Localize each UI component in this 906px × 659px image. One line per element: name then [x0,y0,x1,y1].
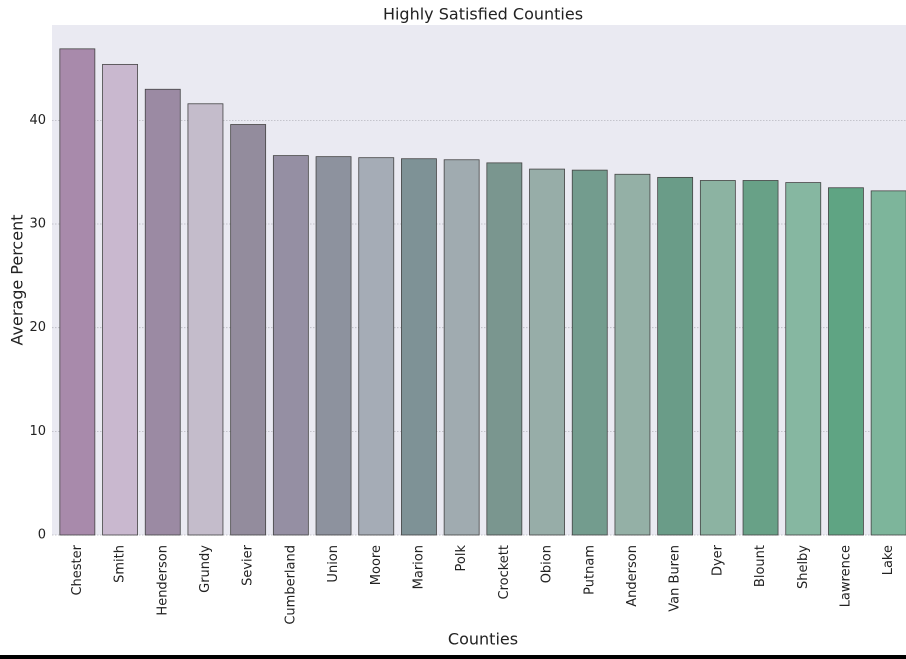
bar [315,156,352,536]
x-tick-label: Shelby [796,545,811,589]
x-tick-label: Lake [881,545,896,575]
bar [230,124,267,536]
bar [401,158,437,536]
bar [785,182,822,536]
x-tick-label: Van Buren [668,545,683,612]
bar [358,157,395,536]
y-tick-label: 0 [38,528,46,543]
bar [657,176,694,536]
y-tick-label: 10 [29,424,46,439]
bar [571,169,608,536]
bar [144,88,181,536]
x-tick-label: Dyer [710,544,725,576]
bar [828,187,864,536]
x-tick-label: Moore [369,545,384,585]
bottom-bar [0,655,906,659]
bar [272,155,309,536]
x-tick-label: Anderson [625,545,640,607]
bar [187,103,224,536]
x-tick-label: Cumberland [283,545,298,625]
x-tick-label: Sevier [241,544,256,586]
bar [529,168,565,536]
x-tick-label: Henderson [155,545,170,616]
y-axis-label: Average Percent [8,215,27,346]
bar [742,180,779,536]
bar [443,159,480,536]
bar [486,162,523,536]
x-tick-label: Obion [540,545,555,583]
x-tick-label: Polk [454,545,469,572]
y-tick-label: 40 [29,113,46,128]
y-tick-label: 30 [29,217,46,232]
bar [614,173,651,536]
x-tick-label: Smith [113,545,128,583]
x-tick-label: Blount [753,545,768,587]
x-tick-label: Grundy [198,545,213,593]
x-tick-label: Lawrence [838,545,853,607]
x-axis-label: Counties [448,630,518,649]
chart-title: Highly Satisfied Counties [383,5,583,24]
x-tick-label: Crockett [497,545,512,600]
x-tick-label: Chester [70,544,85,595]
x-tick-label: Union [326,545,341,583]
bar [59,48,96,536]
bar [870,190,906,536]
y-tick-label: 20 [29,320,46,335]
x-tick-label: Marion [411,545,426,589]
x-tick-label: Putnam [582,545,597,595]
bar [102,63,138,536]
bar [699,180,736,536]
